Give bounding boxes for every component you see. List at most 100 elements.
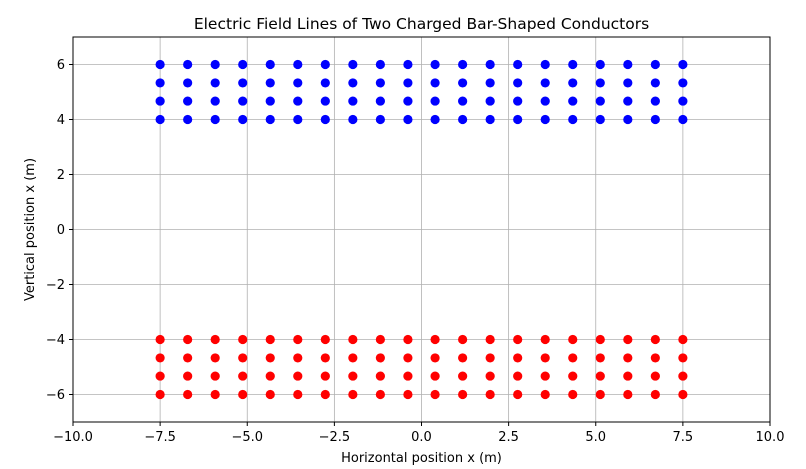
scatter-point [458,334,468,345]
scatter-point [375,96,385,106]
scatter-point [595,334,605,345]
scatter-point [678,114,688,125]
scatter-point [623,334,633,345]
scatter-point [238,59,248,70]
x-tick-label: 10.0 [756,430,785,445]
scatter-point [568,371,578,381]
scatter-point [183,334,193,345]
scatter-point [568,96,578,106]
y-axis-label: Vertical position x (m) [23,158,38,301]
scatter-point [678,59,688,70]
scatter-point [375,353,385,363]
scatter-point [210,334,220,345]
scatter-point [403,78,413,88]
scatter-point [293,353,303,363]
scatter-point [155,389,165,400]
scatter-point [650,59,660,70]
scatter-point [513,96,523,106]
scatter-point [485,389,495,400]
scatter-point [348,114,358,125]
scatter-point [265,96,275,106]
scatter-point [238,334,248,345]
scatter-point [155,96,165,106]
scatter-point [568,114,578,125]
scatter-point [430,334,440,345]
scatter-point [265,59,275,70]
scatter-point [210,389,220,400]
y-tick-label: 0 [57,223,65,238]
scatter-point [210,353,220,363]
scatter-point [293,59,303,70]
scatter-point [650,353,660,363]
scatter-point [238,389,248,400]
scatter-point [595,78,605,88]
scatter-point [623,371,633,381]
scatter-point [183,389,193,400]
scatter-point [403,371,413,381]
scatter-point [650,371,660,381]
scatter-point [485,96,495,106]
scatter-point [375,59,385,70]
scatter-point [650,78,660,88]
scatter-point [238,96,248,106]
scatter-point [265,78,275,88]
scatter-point [183,78,193,88]
scatter-point [485,59,495,70]
scatter-point [348,389,358,400]
scatter-point [238,371,248,381]
scatter-point [678,389,688,400]
scatter-point [623,114,633,125]
scatter-point [513,353,523,363]
scatter-point [595,389,605,400]
scatter-point [650,389,660,400]
scatter-point [595,371,605,381]
x-tick-label: 7.5 [673,430,694,445]
y-tick-label: 6 [57,58,65,73]
scatter-point [320,389,330,400]
scatter-point [678,78,688,88]
scatter-point [650,96,660,106]
scatter-point [155,78,165,88]
scatter-point [375,334,385,345]
x-axis-label: Horizontal position x (m) [341,451,502,466]
scatter-point [540,371,550,381]
scatter-point [513,334,523,345]
scatter-point [375,78,385,88]
scatter-point [320,353,330,363]
scatter-point [403,114,413,125]
scatter-point [320,96,330,106]
chart-title: Electric Field Lines of Two Charged Bar-… [194,15,649,33]
scatter-point [375,371,385,381]
scatter-point [348,353,358,363]
x-tick-label: 0.0 [411,430,432,445]
scatter-point [540,334,550,345]
scatter-point [595,353,605,363]
scatter-point [210,371,220,381]
scatter-point [678,371,688,381]
scatter-point [678,334,688,345]
y-tick-label: −2 [46,278,65,293]
scatter-point [540,114,550,125]
scatter-point [678,96,688,106]
scatter-point [513,59,523,70]
scatter-point [595,59,605,70]
axis-ticks: −10.0 −7.5 −5.0 −2.5 0.0 2.5 5.0 7.5 10.0 −6 −4 −2 0… [46,58,785,445]
x-tick-label: −7.5 [144,430,176,445]
scatter-point [155,114,165,125]
scatter-point [595,96,605,106]
scatter-point [485,334,495,345]
scatter-point [513,371,523,381]
scatter-point [540,59,550,70]
scatter-point [513,389,523,400]
scatter-point [265,353,275,363]
scatter-point [293,371,303,381]
scatter-point [210,59,220,70]
x-tick-label: −10.0 [53,430,93,445]
scatter-point [375,114,385,125]
scatter-point [155,353,165,363]
grid [72,37,771,422]
scatter-point [320,114,330,125]
scatter-point [458,353,468,363]
scatter-point [265,334,275,345]
